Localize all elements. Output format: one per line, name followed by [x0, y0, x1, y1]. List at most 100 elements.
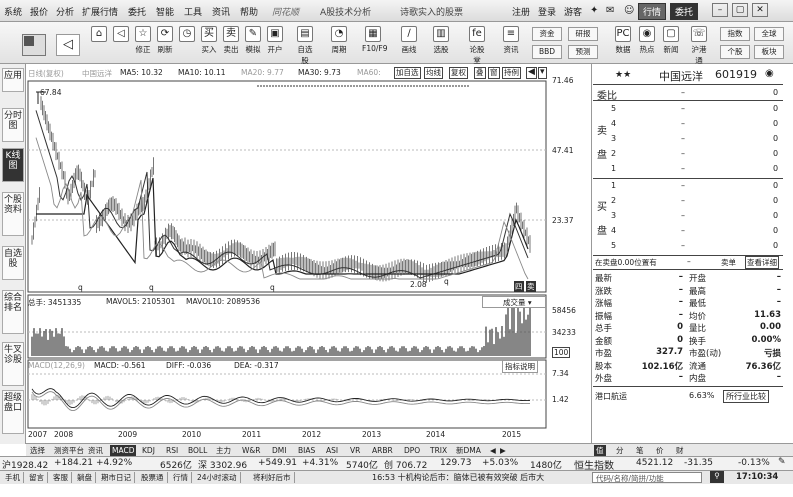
toolbar-button[interactable]: ✎ 模拟	[242, 24, 264, 62]
trade-mode-button[interactable]: 委托	[670, 3, 699, 20]
sell-price[interactable]: –	[681, 164, 685, 173]
buy-price[interactable]: –	[681, 226, 685, 235]
layout-icon[interactable]	[22, 34, 46, 56]
left-tab[interactable]: 个股资料	[2, 192, 24, 236]
cy-index-value[interactable]: 创 706.72	[384, 461, 428, 471]
side-panel-tab[interactable]: 价	[656, 446, 664, 455]
status-link[interactable]: 客服	[50, 472, 72, 483]
buy-price[interactable]: –	[681, 211, 685, 220]
login-link[interactable]: 登录	[538, 8, 557, 18]
search-input[interactable]: 代码/名称/简拼/功能	[592, 472, 702, 483]
side-panel-tab[interactable]: 分	[616, 446, 624, 455]
indicator-tab[interactable]: BIAS	[298, 446, 316, 455]
indicator-tab[interactable]: DPO	[404, 446, 421, 455]
toolbar-button[interactable]: ∕ 画线	[398, 24, 420, 62]
toolbar-button[interactable]: ▣ 开户	[264, 24, 286, 62]
menu-news[interactable]: 资讯	[212, 8, 231, 18]
toolbar-button[interactable]: 卖卖出	[220, 24, 242, 62]
quote-mode-button[interactable]: 行情	[638, 3, 667, 20]
menu-help[interactable]: 帮助	[240, 8, 259, 18]
minimize-icon[interactable]: –	[712, 3, 728, 17]
indicator-select[interactable]: 成交量 ▾	[482, 296, 546, 308]
quick-link-button[interactable]: BBD	[532, 45, 562, 59]
toolbar-button[interactable]: 买买入	[198, 24, 220, 62]
quick-link-button[interactable]: 板块	[754, 45, 784, 59]
toolbar-button[interactable]: ☆ 修正	[132, 24, 154, 62]
toolbar-button[interactable]: ◉ 热点	[636, 24, 658, 62]
tab-prev-icon[interactable]: ◀	[490, 446, 496, 455]
toolbar-button[interactable]: ◷	[176, 24, 198, 62]
status-link[interactable]: 留言	[26, 472, 48, 483]
toolbar-button[interactable]: ▢ 新闻	[660, 24, 682, 62]
toolbar-button[interactable]: ☏ 沪港通	[688, 24, 710, 65]
quick-link-button[interactable]: 指数	[720, 27, 750, 41]
left-tab[interactable]: K线图	[2, 148, 24, 182]
status-link[interactable]: 24小时滚动	[194, 472, 241, 483]
toolbar-button[interactable]: ▤ 自选股	[294, 24, 316, 65]
toolbar-button[interactable]: ▥ 选股	[430, 24, 452, 62]
marker-badge[interactable]: 卖	[526, 281, 536, 292]
indicator-tab[interactable]: ARBR	[372, 446, 393, 455]
left-tab[interactable]: 综合排名	[2, 290, 24, 334]
side-panel-tab[interactable]: 值	[594, 445, 606, 456]
back-icon[interactable]: ◁	[56, 34, 80, 56]
buy-price[interactable]: –	[681, 181, 685, 190]
status-link[interactable]: 将利好后市	[250, 472, 295, 483]
industry-compare-button[interactable]: 所行业比较	[723, 390, 769, 403]
menu-smart[interactable]: 智能	[156, 8, 175, 18]
quick-link-button[interactable]: 研报	[568, 27, 598, 41]
indicator-tab[interactable]: 新DMA	[456, 446, 481, 455]
news-marquee[interactable]: 16:53 十机构论后市：脑体已被有效突破 后市大	[372, 473, 545, 482]
star-icon[interactable]: ✦	[590, 5, 599, 16]
settings-icon[interactable]: ◉	[765, 68, 774, 79]
quick-link-button[interactable]: 全球	[754, 27, 784, 41]
menu-quote[interactable]: 报价	[30, 8, 49, 18]
toolbar-button[interactable]: ⌂	[88, 24, 110, 62]
indicator-tab[interactable]: 主力	[216, 446, 231, 455]
hs-index-label[interactable]: 恒生指数	[574, 461, 614, 472]
indicator-tab[interactable]: RSI	[166, 446, 179, 455]
left-tab[interactable]: 分时图	[2, 108, 24, 142]
marker-badge[interactable]: 四	[514, 281, 524, 292]
expand-arrow-icon[interactable]: ▾	[538, 67, 547, 79]
indicator-tab[interactable]: VR	[350, 446, 361, 455]
menu-extended[interactable]: 扩展行情	[82, 8, 119, 18]
quick-link-button[interactable]: 预测	[568, 45, 598, 59]
ma-toggle-button[interactable]: 均线	[424, 67, 443, 79]
close-icon[interactable]: ✕	[752, 3, 768, 17]
mail-icon[interactable]: ✉	[606, 5, 615, 16]
toolbar-button[interactable]: ⟳ 刷新	[154, 24, 176, 62]
indicator-tab[interactable]: 选择	[30, 446, 45, 455]
quick-link-button[interactable]: 资金	[532, 27, 562, 41]
menu-trade[interactable]: 委托	[128, 8, 147, 18]
toolbar-button[interactable]: fe 论股堂	[466, 24, 488, 65]
kline-chart-area[interactable]: 日线(复权) 中国远洋 MA5: 10.32 MA10: 10.11 MA20:…	[26, 64, 592, 444]
overlay-button[interactable]: 叠	[474, 67, 486, 79]
tab-next-icon[interactable]: ▶	[500, 446, 506, 455]
menu-tools[interactable]: 工具	[184, 8, 203, 18]
toolbar-button[interactable]: ≡ 资讯	[500, 24, 522, 62]
indicator-tab[interactable]: ASI	[326, 446, 339, 455]
sh-index-value[interactable]: 沪1928.42	[2, 461, 49, 471]
buy-price[interactable]: –	[681, 196, 685, 205]
sell-price[interactable]: –	[681, 119, 685, 128]
status-link[interactable]: 躺盘	[74, 472, 96, 483]
left-tab[interactable]: 自选股	[2, 246, 24, 280]
indicator-tab[interactable]: KDJ	[142, 446, 155, 455]
user-icon[interactable]: ☺	[624, 5, 635, 16]
left-tab[interactable]: 牛叉诊股	[2, 342, 24, 386]
add-favorite-button[interactable]: 加自选	[394, 67, 421, 79]
menu-system[interactable]: 系统	[4, 8, 23, 18]
sell-order-tab[interactable]: 卖单	[721, 258, 736, 267]
sell-price[interactable]: –	[681, 134, 685, 143]
status-link[interactable]: 股票通	[138, 472, 168, 483]
indicator-tab[interactable]: MACD	[110, 445, 137, 456]
favorite-star-icon[interactable]: ★★	[615, 70, 632, 80]
window-button[interactable]: 窗	[488, 67, 500, 79]
adjust-button[interactable]: 复权	[449, 67, 468, 79]
indicator-tab[interactable]: TRIX	[430, 446, 448, 455]
indicator-tab[interactable]: W&R	[242, 446, 261, 455]
status-link[interactable]: 期市日记	[98, 472, 135, 483]
status-link[interactable]: 行情	[170, 472, 192, 483]
sell-price[interactable]: –	[681, 149, 685, 158]
